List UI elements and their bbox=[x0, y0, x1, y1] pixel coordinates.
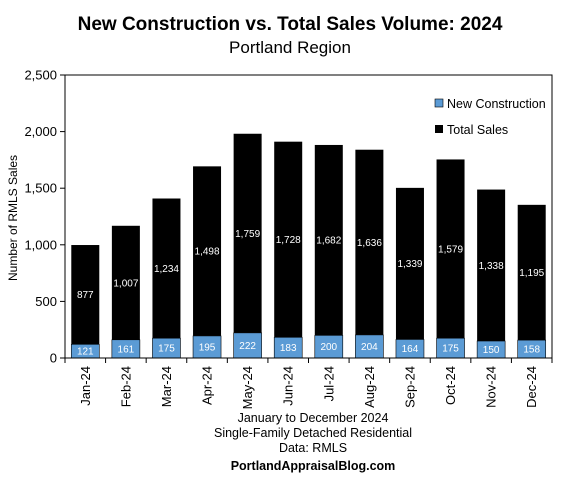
legend-swatch-new-construction bbox=[434, 98, 444, 108]
data-label-total-sales: 1,682 bbox=[316, 236, 341, 247]
x-tick-label: Nov-24 bbox=[484, 366, 499, 408]
chart-subtitle: Portland Region bbox=[229, 38, 351, 57]
x-tick-label: Sep-24 bbox=[402, 366, 417, 408]
data-label-total-sales: 1,195 bbox=[519, 268, 544, 279]
footer-period: January to December 2024 bbox=[238, 411, 389, 425]
bars-layer: 121 877 161 1,007 175 1,234 195 1,498 222 1,759 18… bbox=[70, 133, 547, 359]
bar-total-sales bbox=[436, 159, 465, 339]
data-label-total-sales: 1,338 bbox=[479, 261, 504, 272]
y-tick-label: 2,500 bbox=[24, 68, 57, 83]
bar-total-sales bbox=[111, 225, 140, 340]
data-label-new-construction: 150 bbox=[483, 345, 500, 356]
data-label-new-construction: 164 bbox=[402, 344, 419, 355]
data-label-total-sales: 1,234 bbox=[154, 264, 179, 275]
x-tick-label: Dec-24 bbox=[524, 366, 539, 408]
y-tick-label: 1,000 bbox=[24, 237, 57, 252]
footer-source: Data: RMLS bbox=[279, 441, 347, 455]
data-label-new-construction: 175 bbox=[158, 344, 175, 355]
legend-label-new-construction: New Construction bbox=[447, 97, 546, 111]
footer-website: PortlandAppraisalBlog.com bbox=[231, 459, 396, 473]
data-label-new-construction: 175 bbox=[442, 344, 459, 355]
data-label-total-sales: 1,759 bbox=[235, 229, 260, 240]
data-label-total-sales: 1,636 bbox=[357, 238, 382, 249]
data-label-total-sales: 1,498 bbox=[195, 247, 220, 258]
bar-total-sales bbox=[71, 245, 100, 345]
bar-total-sales bbox=[395, 187, 424, 340]
bar-total-sales bbox=[314, 144, 343, 336]
x-tick-label: Jul-24 bbox=[321, 366, 336, 401]
data-label-new-construction: 183 bbox=[280, 343, 297, 354]
y-tick-label: 1,500 bbox=[24, 181, 57, 196]
bar-total-sales bbox=[274, 141, 303, 338]
y-tick-label: 500 bbox=[35, 294, 57, 309]
bar-total-sales bbox=[517, 204, 546, 341]
x-tick-label: Jan-24 bbox=[78, 366, 93, 406]
x-tick-label: Oct-24 bbox=[443, 366, 458, 405]
bar-new-construction bbox=[233, 332, 262, 359]
legend-swatch-total-sales bbox=[435, 125, 443, 133]
data-label-total-sales: 1,579 bbox=[438, 244, 463, 255]
bar-total-sales bbox=[233, 133, 262, 333]
x-tick-label: May-24 bbox=[240, 366, 255, 409]
footer-property-type: Single-Family Detached Residential bbox=[214, 426, 412, 440]
x-tick-label: Apr-24 bbox=[200, 366, 215, 405]
x-tick-label: Jun-24 bbox=[281, 366, 296, 406]
data-label-total-sales: 877 bbox=[77, 290, 94, 301]
x-axis: Jan-24 Feb-24 Mar-24 Apr-24 May-24 Jun-24 Jul-… bbox=[64, 358, 553, 409]
data-label-new-construction: 222 bbox=[239, 341, 256, 352]
data-label-new-construction: 195 bbox=[199, 342, 216, 353]
data-label-total-sales: 1,339 bbox=[397, 259, 422, 270]
chart-title: New Construction vs. Total Sales Volume:… bbox=[78, 14, 503, 35]
bar-total-sales bbox=[152, 198, 181, 339]
legend-label-total-sales: Total Sales bbox=[447, 123, 508, 137]
data-label-new-construction: 161 bbox=[118, 344, 135, 355]
legend: New Construction Total Sales bbox=[434, 97, 546, 137]
data-label-new-construction: 158 bbox=[523, 345, 540, 356]
y-tick-label: 2,000 bbox=[24, 124, 57, 139]
data-label-total-sales: 1,007 bbox=[113, 278, 138, 289]
bar-total-sales bbox=[193, 166, 222, 336]
y-tick-label: 0 bbox=[50, 351, 57, 366]
x-tick-label: Mar-24 bbox=[159, 366, 174, 407]
data-label-new-construction: 121 bbox=[77, 347, 94, 358]
data-label-total-sales: 1,728 bbox=[276, 235, 301, 246]
data-label-new-construction: 204 bbox=[361, 342, 378, 353]
y-axis-label: Number of RMLS Sales bbox=[6, 155, 20, 281]
data-label-new-construction: 200 bbox=[320, 342, 337, 353]
x-tick-label: Aug-24 bbox=[362, 366, 377, 408]
x-tick-label: Feb-24 bbox=[118, 366, 133, 407]
bar-total-sales bbox=[355, 149, 384, 335]
bar-total-sales bbox=[477, 189, 506, 342]
